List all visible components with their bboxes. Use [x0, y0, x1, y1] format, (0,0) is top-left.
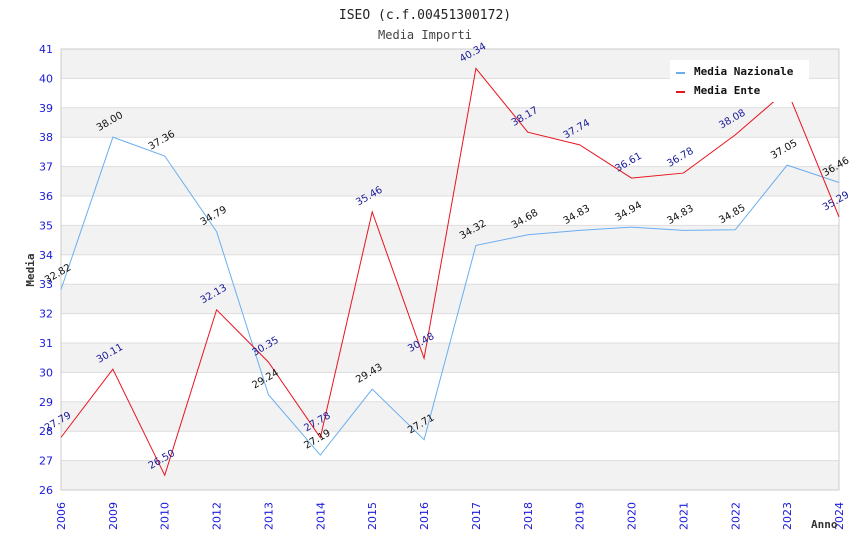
x-tick-label: 2022	[729, 502, 742, 530]
grid-band	[61, 107, 839, 138]
legend-background	[670, 60, 809, 102]
y-tick-label: 38	[39, 131, 53, 144]
x-tick-label: 2018	[522, 502, 535, 530]
y-tick-label: 32	[39, 308, 53, 321]
x-tick-label: 2012	[211, 502, 224, 530]
y-tick-label: 41	[39, 43, 53, 56]
data-label: 34.94	[614, 200, 644, 224]
y-tick-label: 28	[39, 425, 53, 438]
data-label: 34.85	[717, 203, 747, 227]
y-tick-label: 39	[39, 102, 53, 115]
grid-band	[61, 284, 839, 314]
data-label: 36.78	[665, 146, 695, 170]
legend-swatch-media-ente	[676, 91, 685, 93]
legend-label-media-nazionale: Media Nazionale	[694, 65, 794, 78]
data-label: 32.82	[43, 262, 73, 286]
y-tick-label: 29	[39, 396, 53, 409]
y-tick-label: 34	[39, 249, 53, 262]
y-tick-label: 33	[39, 278, 53, 291]
grid-bands	[61, 49, 839, 490]
series-lines	[60, 67, 840, 477]
x-tick-label: 2014	[314, 502, 327, 530]
data-label: 34.83	[562, 203, 592, 227]
legend-label-media-ente: Media Ente	[694, 84, 761, 97]
y-tick-label: 26	[39, 484, 53, 497]
plot-border	[60, 48, 840, 491]
x-tick-label: 2021	[677, 502, 690, 530]
grid-band	[61, 343, 839, 373]
data-label: 37.05	[769, 138, 799, 162]
chart-subtitle: Media Importi	[378, 28, 472, 42]
y-tick-label: 30	[39, 366, 53, 379]
y-axis-ticks: 26 27 28 29 30 31 32 33 34 35 36 37 38 39 40 41	[39, 43, 53, 497]
y-axis-label: Media	[24, 253, 37, 286]
chart-title: ISEO (c.f.00451300172)	[339, 8, 511, 23]
y-tick-label: 27	[39, 455, 53, 468]
legend-swatch-media-nazionale	[676, 72, 685, 74]
grid-band	[61, 166, 839, 196]
x-tick-label: 2020	[626, 502, 639, 530]
x-tick-label: 2017	[470, 502, 483, 530]
series-line-media-ente	[60, 67, 840, 477]
y-tick-label: 37	[39, 161, 53, 174]
x-tick-label: 2013	[262, 502, 275, 530]
x-tick-label: 2015	[366, 502, 379, 530]
legend: Media Nazionale Media Ente	[670, 60, 809, 102]
x-tick-label: 2016	[418, 502, 431, 530]
y-tick-label: 40	[39, 72, 53, 85]
y-tick-label: 31	[39, 337, 53, 350]
x-axis-label: Anno	[811, 518, 838, 531]
y-tick-label: 35	[39, 219, 53, 232]
x-axis-ticks: 2006 2009 2010 2012 2013 2014 2015 2016 2017 2018…	[55, 502, 846, 530]
series-line-media-nazionale	[60, 136, 840, 456]
data-label: 34.83	[665, 203, 695, 227]
grid-band	[61, 460, 839, 490]
x-tick-label: 2009	[107, 502, 120, 530]
x-tick-label: 2024	[833, 502, 846, 530]
x-tick-label: 2023	[781, 502, 794, 530]
x-tick-label: 2019	[574, 502, 587, 530]
data-label: 34.79	[199, 204, 229, 228]
y-tick-label: 36	[39, 190, 53, 203]
x-tick-label: 2006	[55, 502, 68, 530]
x-tick-label: 2010	[159, 502, 172, 530]
grid-band	[61, 401, 839, 432]
